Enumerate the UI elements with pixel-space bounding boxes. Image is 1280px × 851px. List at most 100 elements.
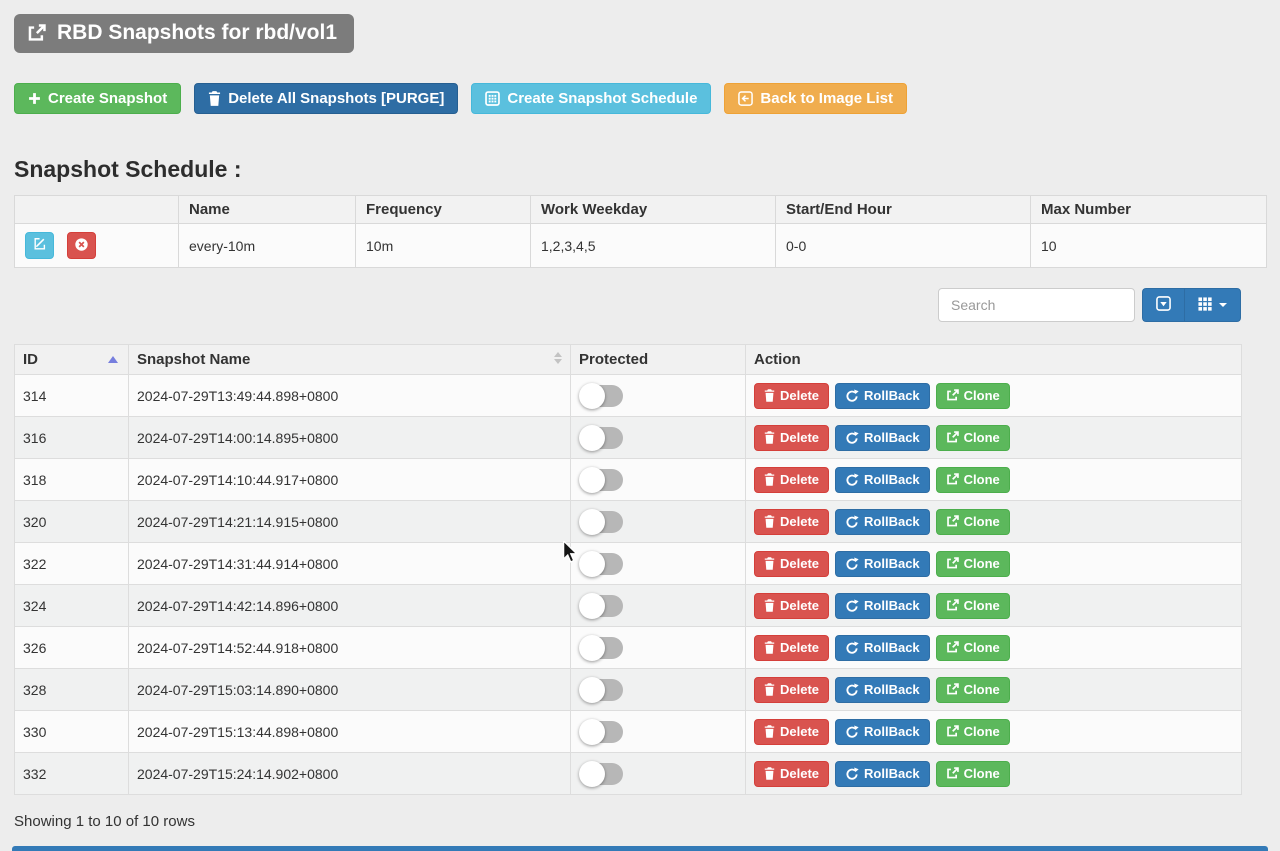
rollback-refresh-icon [845,641,859,655]
create-snapshot-button[interactable]: Create Snapshot [14,83,181,114]
rollback-snapshot-button[interactable]: RollBack [835,635,930,661]
delete-snapshot-button[interactable]: Delete [754,719,829,745]
caret-square-down-icon [1156,296,1171,314]
clone-snapshot-button[interactable]: Clone [936,677,1010,703]
clone-snapshot-button[interactable]: Clone [936,551,1010,577]
create-snapshot-schedule-button[interactable]: Create Snapshot Schedule [471,83,711,114]
toggle-knob [579,761,605,787]
rollback-refresh-icon [845,725,859,739]
button-label: Clone [964,388,1000,403]
snapshot-name: 2024-07-29T14:21:14.915+0800 [129,501,571,543]
toggle-knob [579,425,605,451]
button-label: Delete [780,556,819,571]
rollback-refresh-icon [845,473,859,487]
button-label: Clone [964,766,1000,781]
schedule-name: every-10m [179,224,356,268]
delete-snapshot-button[interactable]: Delete [754,635,829,661]
column-label: Protected [579,351,648,368]
toggle-knob [579,467,605,493]
schedule-col-name: Name [179,196,356,224]
table-toolbar [14,288,1241,322]
protected-toggle[interactable] [579,383,625,409]
column-header-id[interactable]: ID [15,345,129,375]
protected-toggle[interactable] [579,761,625,787]
snapshot-row: 328 2024-07-29T15:03:14.890+0800 Delete [15,669,1242,711]
snapshot-name: 2024-07-29T14:31:44.914+0800 [129,543,571,585]
protected-toggle[interactable] [579,677,625,703]
protected-toggle[interactable] [579,719,625,745]
snapshot-id: 330 [15,711,129,753]
clone-share-square-icon [946,473,959,486]
trash-icon [764,683,775,696]
page-title-text: RBD Snapshots for rbd/vol1 [57,21,337,45]
schedule-col-actions [15,196,179,224]
button-label: Clone [964,598,1000,613]
purge-all-snapshots-button[interactable]: Delete All Snapshots [PURGE] [194,83,458,114]
button-label: RollBack [864,514,920,529]
rollback-snapshot-button[interactable]: RollBack [835,719,930,745]
rollback-snapshot-button[interactable]: RollBack [835,593,930,619]
rollback-snapshot-button[interactable]: RollBack [835,509,930,535]
rollback-snapshot-button[interactable]: RollBack [835,425,930,451]
clone-snapshot-button[interactable]: Clone [936,383,1010,409]
protected-toggle[interactable] [579,551,625,577]
clone-share-square-icon [946,599,959,612]
column-header-snapshot-name[interactable]: Snapshot Name [129,345,571,375]
snapshot-row: 320 2024-07-29T14:21:14.915+0800 Delete [15,501,1242,543]
rollback-snapshot-button[interactable]: RollBack [835,467,930,493]
rollback-refresh-icon [845,431,859,445]
clone-snapshot-button[interactable]: Clone [936,761,1010,787]
snapshot-row: 326 2024-07-29T14:52:44.918+0800 Delete [15,627,1242,669]
clone-snapshot-button[interactable]: Clone [936,719,1010,745]
sort-ascending-icon [108,356,118,363]
protected-toggle[interactable] [579,635,625,661]
edit-schedule-button[interactable] [25,232,54,259]
toggle-knob [579,509,605,535]
rollback-snapshot-button[interactable]: RollBack [835,383,930,409]
delete-snapshot-button[interactable]: Delete [754,467,829,493]
clone-snapshot-button[interactable]: Clone [936,509,1010,535]
mouse-cursor [562,541,581,563]
protected-toggle[interactable] [579,509,625,535]
clone-share-square-icon [946,431,959,444]
back-to-image-list-button[interactable]: Back to Image List [724,83,907,114]
schedule-header-row: Name Frequency Work Weekday Start/End Ho… [15,196,1267,224]
protected-toggle[interactable] [579,593,625,619]
toggle-knob [579,593,605,619]
search-input[interactable] [938,288,1135,322]
delete-snapshot-button[interactable]: Delete [754,551,829,577]
delete-snapshot-button[interactable]: Delete [754,593,829,619]
snapshot-id: 318 [15,459,129,501]
delete-snapshot-button[interactable]: Delete [754,677,829,703]
delete-times-circle-icon [74,237,89,255]
clone-snapshot-button[interactable]: Clone [936,635,1010,661]
protected-toggle[interactable] [579,425,625,451]
actions-bar: Create Snapshot Delete All Snapshots [PU… [14,83,1266,114]
rollback-refresh-icon [845,515,859,529]
delete-snapshot-button[interactable]: Delete [754,383,829,409]
delete-snapshot-button[interactable]: Delete [754,509,829,535]
button-label: RollBack [864,598,920,613]
protected-toggle[interactable] [579,467,625,493]
rollback-snapshot-button[interactable]: RollBack [835,551,930,577]
delete-snapshot-button[interactable]: Delete [754,425,829,451]
pagination-info: Showing 1 to 10 of 10 rows [14,813,1266,830]
columns-dropdown-button[interactable] [1184,288,1241,322]
rollback-snapshot-button[interactable]: RollBack [835,761,930,787]
column-label: Snapshot Name [137,351,250,368]
button-label: Clone [964,724,1000,739]
delete-snapshot-button[interactable]: Delete [754,761,829,787]
clone-snapshot-button[interactable]: Clone [936,593,1010,619]
rollback-snapshot-button[interactable]: RollBack [835,677,930,703]
clone-snapshot-button[interactable]: Clone [936,467,1010,493]
toggle-view-button[interactable] [1142,288,1184,322]
trash-icon [764,389,775,402]
schedule-heading: Snapshot Schedule : [14,156,1266,183]
clone-snapshot-button[interactable]: Clone [936,425,1010,451]
button-label: Create Snapshot [48,90,167,107]
toggle-knob [579,719,605,745]
delete-schedule-button[interactable] [67,232,96,259]
snapshot-row: 332 2024-07-29T15:24:14.902+0800 Delete [15,753,1242,795]
schedule-max: 10 [1031,224,1267,268]
trash-icon [208,91,221,106]
